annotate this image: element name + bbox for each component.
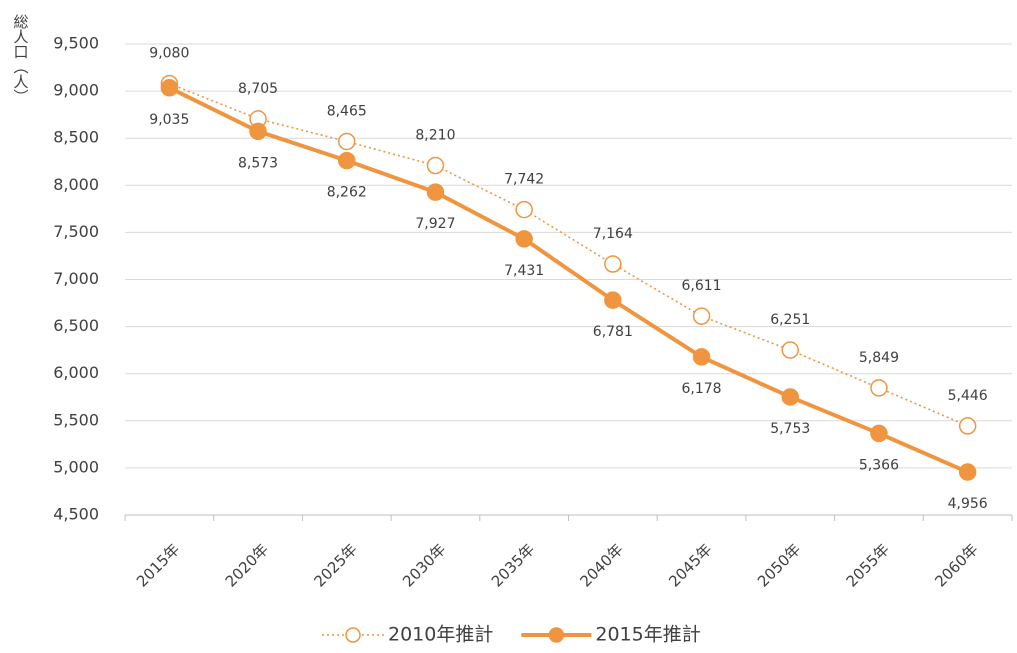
point [870,424,888,443]
point [958,417,977,435]
data-label: 6,251 [770,312,810,328]
data-label: 7,742 [504,172,544,188]
y-axis-label: 総人口（人） [12,14,30,104]
legend-label: 2010年推計 [388,624,493,646]
data-label: 8,210 [415,128,455,144]
point [249,122,267,141]
series-line [168,86,969,474]
legend-label: 2015年推計 [595,624,700,646]
point [426,156,445,175]
data-label: 6,781 [593,324,633,340]
y-tick-label: 9,000 [53,81,99,100]
legend-marker [548,627,565,643]
point [515,230,533,248]
point [426,183,445,201]
x-tick-label: 2025年 [310,540,360,590]
y-tick-label: 5,000 [53,457,99,476]
data-label: 8,262 [327,185,367,201]
data-label: 8,465 [327,103,367,119]
data-label: 7,431 [504,263,544,279]
x-tick-label: 2050年 [754,540,804,590]
x-tick-label: 2045年 [665,540,715,590]
point [781,341,799,359]
y-tick-label: 8,500 [53,128,99,147]
point [692,307,711,325]
y-tick-label: 4,500 [53,505,99,524]
y-tick-label: 6,500 [53,316,99,335]
legend-marker [345,627,361,643]
data-label: 5,366 [859,457,899,473]
x-tick-label: 2035年 [488,540,538,590]
x-tick-label: 2055年 [843,540,893,590]
data-label: 7,927 [415,216,455,232]
data-label: 5,849 [859,350,899,366]
point [515,200,533,219]
data-label: 6,611 [682,278,722,294]
data-label: 4,956 [948,496,988,512]
series-line [169,82,968,427]
y-tick-label: 7,000 [53,269,99,288]
point [870,379,888,397]
y-tick-label: 8,000 [53,175,99,194]
data-label: 9,035 [149,112,189,128]
point [338,132,356,151]
data-label: 8,573 [238,155,278,171]
point [958,463,977,481]
point [692,348,711,366]
x-tick-label: 2015年 [133,540,183,590]
point [160,79,179,97]
x-tick-label: 2030年 [399,540,449,590]
point [781,388,799,406]
y-tick-label: 6,000 [53,363,99,382]
data-label: 9,080 [149,46,189,62]
data-label: 5,753 [770,421,810,437]
y-tick-label: 5,500 [53,410,99,429]
x-tick-label: 2060年 [931,540,981,590]
data-label: 8,705 [238,81,278,97]
x-tick-label: 2020年 [222,540,272,590]
data-label: 7,164 [593,226,633,242]
data-label: 5,446 [948,388,988,404]
x-tick-label: 2040年 [577,540,627,590]
y-tick-label: 7,500 [53,222,99,241]
point [338,151,356,170]
point [604,255,622,273]
data-label: 6,178 [682,381,722,397]
y-tick-label: 9,500 [53,34,99,53]
point [604,291,622,309]
